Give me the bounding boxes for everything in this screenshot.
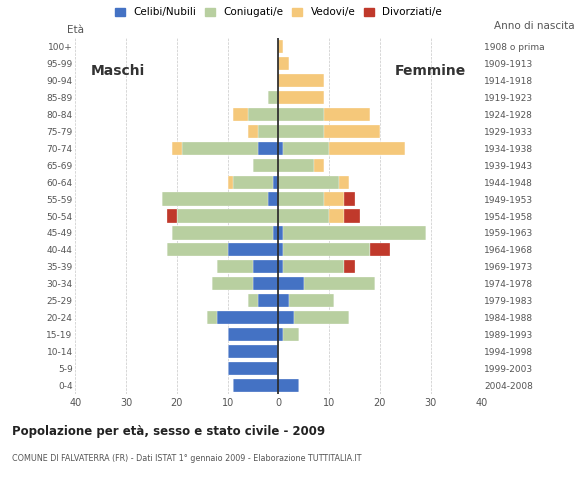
Bar (339, 176, 349, 189)
Text: COMUNE DI FALVATERRA (FR) - Dati ISTAT 1° gennaio 2009 - Elaborazione TUTTITALIA: COMUNE DI FALVATERRA (FR) - Dati ISTAT 1… (12, 454, 361, 463)
Bar (284, 328, 299, 341)
Bar (278, 294, 288, 307)
Bar (233, 108, 248, 121)
Bar (218, 311, 278, 324)
Bar (284, 260, 345, 273)
Text: Età: Età (67, 25, 84, 35)
Bar (227, 345, 278, 358)
Bar (278, 243, 284, 256)
Bar (324, 192, 345, 206)
Text: Popolazione per età, sesso e stato civile - 2009: Popolazione per età, sesso e stato civil… (12, 425, 325, 438)
Bar (278, 226, 284, 240)
Bar (172, 226, 273, 240)
Bar (284, 226, 426, 240)
Bar (273, 176, 278, 189)
Bar (284, 243, 370, 256)
Bar (253, 159, 278, 172)
Bar (278, 379, 299, 392)
Bar (227, 328, 278, 341)
Bar (182, 142, 258, 155)
Bar (345, 192, 354, 206)
Bar (233, 176, 273, 189)
Bar (248, 294, 258, 307)
Bar (248, 108, 278, 121)
Bar (166, 243, 227, 256)
Bar (233, 379, 278, 392)
Bar (278, 108, 324, 121)
Bar (324, 108, 370, 121)
Legend: Celibi/Nubili, Coniugati/e, Vedovi/e, Divorziati/e: Celibi/Nubili, Coniugati/e, Vedovi/e, Di… (113, 5, 444, 19)
Bar (212, 277, 253, 290)
Bar (253, 277, 278, 290)
Bar (207, 311, 218, 324)
Bar (218, 260, 253, 273)
Bar (177, 209, 278, 223)
Bar (278, 328, 284, 341)
Bar (278, 57, 288, 71)
Bar (288, 294, 334, 307)
Bar (278, 40, 284, 53)
Bar (268, 91, 278, 104)
Bar (278, 91, 324, 104)
Bar (329, 142, 405, 155)
Bar (278, 125, 324, 138)
Bar (329, 209, 345, 223)
Text: Femmine: Femmine (395, 64, 466, 78)
Bar (293, 311, 349, 324)
Bar (227, 361, 278, 375)
Bar (345, 209, 360, 223)
Bar (248, 125, 258, 138)
Bar (278, 209, 329, 223)
Bar (278, 142, 284, 155)
Bar (278, 311, 293, 324)
Bar (278, 277, 304, 290)
Bar (324, 125, 380, 138)
Bar (284, 142, 329, 155)
Bar (162, 192, 268, 206)
Bar (166, 209, 177, 223)
Bar (258, 125, 278, 138)
Text: Anno di nascita: Anno di nascita (494, 21, 574, 31)
Bar (227, 176, 233, 189)
Bar (172, 142, 182, 155)
Bar (258, 294, 278, 307)
Bar (258, 142, 278, 155)
Bar (278, 74, 324, 87)
Bar (278, 192, 324, 206)
Bar (278, 176, 339, 189)
Bar (268, 192, 278, 206)
Bar (273, 226, 278, 240)
Bar (370, 243, 390, 256)
Text: Maschi: Maschi (90, 64, 145, 78)
Bar (278, 260, 284, 273)
Bar (227, 243, 278, 256)
Bar (304, 277, 375, 290)
Bar (314, 159, 324, 172)
Bar (253, 260, 278, 273)
Bar (345, 260, 354, 273)
Bar (278, 159, 314, 172)
